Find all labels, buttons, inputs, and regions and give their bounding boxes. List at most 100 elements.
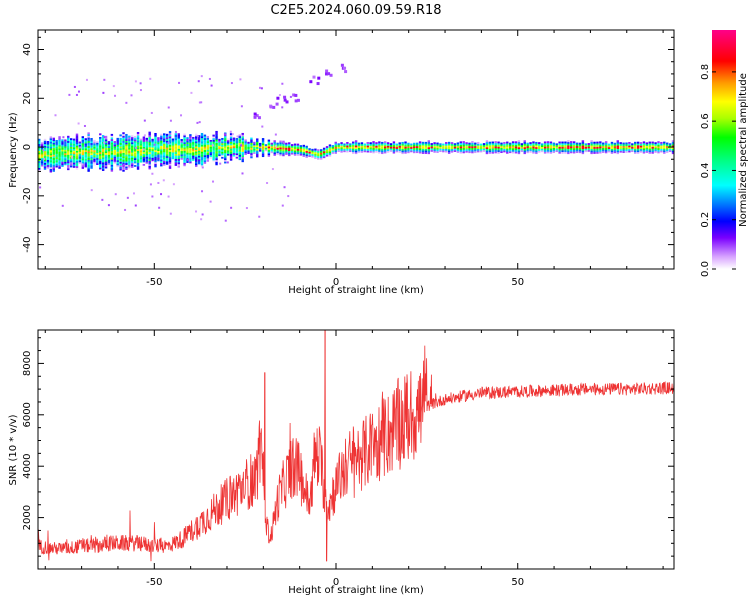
spectrogram-cell	[270, 142, 273, 145]
spectrogram-cell	[215, 151, 218, 154]
spectrogram-cell	[671, 140, 675, 143]
spectrogram-cell	[354, 143, 358, 146]
spectrogram-cell	[168, 149, 172, 152]
spectrogram-cell	[72, 160, 76, 163]
spectrogram-cell	[517, 150, 521, 153]
spectrogram-cell	[383, 148, 387, 151]
spectrogram-cell	[139, 143, 143, 146]
spectrogram-cell	[427, 152, 430, 155]
spectrogram-cell	[142, 160, 146, 163]
spectrogram-cell	[183, 155, 186, 158]
spectrogram-cell	[160, 161, 163, 163]
spectrogram-cell	[232, 137, 236, 140]
spectrogram-cell	[125, 140, 128, 143]
spectrogram-cell	[200, 146, 204, 149]
spectrogram-cell	[596, 150, 599, 153]
spectrogram-cell	[148, 147, 151, 149]
spectrogram-plot-frame	[37, 29, 675, 270]
spectrogram-noise-cell	[198, 101, 201, 104]
spectrogram-cell	[90, 142, 93, 145]
spectrogram-cell	[154, 165, 157, 168]
spectrogram-cell	[101, 155, 105, 158]
spectrogram-cell	[104, 137, 108, 140]
spectrogram-cell	[116, 161, 119, 164]
spectrogram-cell	[288, 154, 291, 157]
spectrogram-cell	[645, 145, 649, 148]
spectrogram-cell	[392, 146, 396, 149]
spectrogram-cell	[43, 154, 47, 157]
spectrogram-cell	[43, 147, 47, 150]
spectrogram-cell	[96, 146, 99, 148]
spectrogram-cell	[215, 136, 218, 138]
spectrogram-cell	[168, 165, 172, 168]
spectrogram-noise-cell	[123, 163, 126, 166]
spectrogram-cell	[136, 157, 140, 160]
spectrogram-cell	[651, 143, 654, 146]
spectrogram-cell	[328, 146, 332, 149]
spectrogram-cell	[128, 137, 131, 140]
spectrogram-cell	[581, 141, 585, 144]
spectrogram-cell	[180, 154, 183, 157]
spectrogram-cell	[52, 156, 55, 159]
spectrogram-cell	[543, 141, 547, 144]
spectrogram-cell	[229, 158, 233, 161]
spectrogram-cell	[215, 158, 218, 161]
spectrogram-cell	[67, 163, 70, 166]
spectrogram-cell	[401, 152, 404, 155]
spectrogram-cell	[564, 148, 567, 151]
spectrogram-cell	[381, 145, 384, 148]
spectrogram-noise-cell	[198, 121, 201, 124]
spectrogram-cell	[84, 155, 87, 158]
spectrogram-scatter-cell	[285, 100, 289, 104]
spectrogram-cell	[224, 154, 227, 157]
spectrogram-cell	[258, 146, 262, 149]
spectrogram-cell	[558, 144, 561, 147]
spectrogram-cell	[273, 141, 276, 144]
spectrogram-cell	[325, 146, 329, 148]
spectrogram-cell	[413, 151, 416, 154]
spectrogram-cell	[192, 155, 195, 158]
spectrogram-cell	[139, 140, 143, 143]
spectrogram-noise-cell	[75, 93, 78, 96]
spectrogram-cell	[631, 143, 634, 146]
spectrogram-cell	[195, 144, 198, 147]
spectrogram-scatter-cell	[294, 93, 298, 97]
spectrogram-cell	[238, 134, 242, 137]
spectrogram-cell	[468, 151, 471, 154]
spectrogram-cell	[113, 156, 116, 159]
spectrogram-cell	[67, 154, 70, 157]
spectrogram-cell	[107, 161, 111, 164]
spectrogram-cell	[413, 142, 416, 145]
spectrogram-cell	[40, 154, 44, 157]
spectrogram-cell	[346, 150, 349, 153]
spectrogram-cell	[410, 145, 413, 148]
spectrogram-cell	[410, 143, 413, 146]
spectrogram-cell	[90, 166, 93, 169]
spectrogram-cell	[229, 141, 233, 144]
spectrogram-cell	[671, 143, 675, 146]
spectrogram-cell	[314, 151, 317, 154]
spectrogram-cell	[328, 147, 332, 150]
spectrogram-cell	[168, 161, 172, 164]
spectrogram-cell	[459, 151, 462, 154]
spectrogram-cell	[375, 145, 378, 148]
spectrogram-cell	[72, 162, 76, 165]
spectrogram-cell	[366, 148, 369, 151]
spectrogram-noise-cell	[157, 181, 160, 184]
spectrogram-cell	[604, 142, 608, 145]
spectrogram-cell	[334, 150, 337, 153]
spectrogram-cell	[343, 148, 346, 151]
spectrogram-cell	[99, 164, 102, 167]
spectrogram-cell	[177, 145, 180, 148]
spectrogram-cell	[99, 135, 102, 137]
spectrogram-cell	[200, 137, 204, 140]
spectrogram-cell	[72, 164, 76, 167]
spectrogram-cell	[165, 144, 169, 146]
spectrogram-cell	[241, 144, 244, 147]
spectrogram-cell	[235, 151, 239, 154]
colorbar-tick-label: 0.6	[700, 113, 711, 129]
spectrogram-cell	[139, 138, 143, 141]
spectrogram-cell	[401, 150, 404, 153]
spectrogram-cell	[43, 150, 47, 153]
spectrogram-cell	[131, 160, 134, 163]
